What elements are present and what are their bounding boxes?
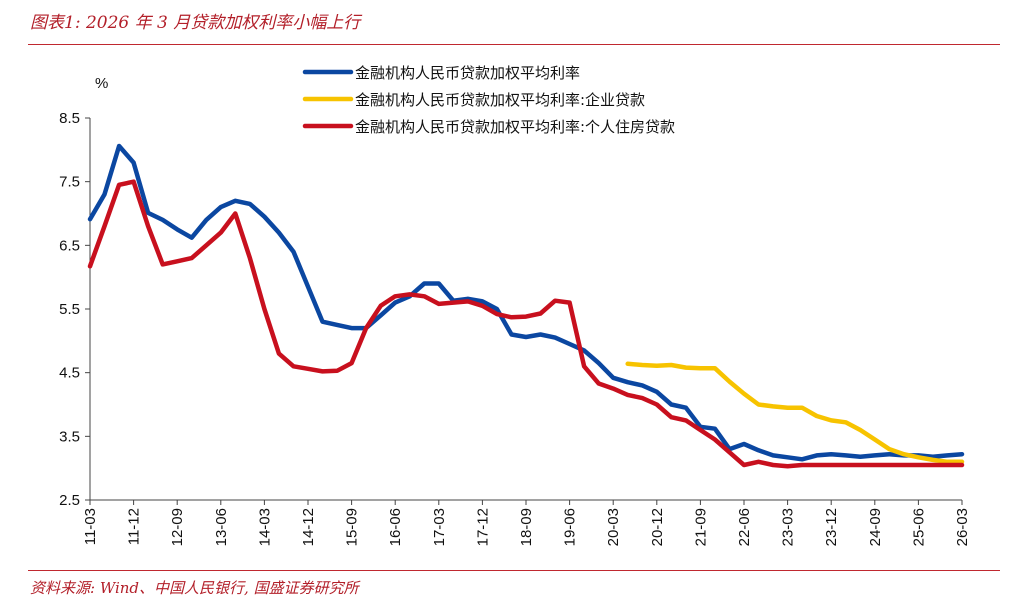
header-rule xyxy=(28,44,1000,45)
x-tick-label: 21-09 xyxy=(692,508,709,546)
x-tick-label: 23-03 xyxy=(780,508,797,546)
y-tick-label: 3.5 xyxy=(59,428,80,445)
x-axis: 11-03 11-12 12-09 13-06 14-03 14-12 15-09 16-06… xyxy=(82,499,971,546)
y-axis-unit-label: % xyxy=(95,75,108,92)
legend-label-3: 金融机构人民币贷款加权平均利率:个人住房贷款 xyxy=(355,118,675,136)
x-tick-label: 14-03 xyxy=(256,508,273,546)
x-tick-label: 23-12 xyxy=(823,508,840,546)
x-tick-label: 18-09 xyxy=(518,508,535,546)
y-tick-label: 2.5 xyxy=(59,492,80,509)
x-tick-label: 24-09 xyxy=(867,508,884,546)
series-line-1 xyxy=(87,143,965,462)
x-tick-label: 17-03 xyxy=(431,508,448,546)
series-line-2 xyxy=(625,361,965,465)
x-tick-label: 20-03 xyxy=(605,508,622,546)
x-tick-label: 26-03 xyxy=(954,508,971,546)
y-tick-label: 4.5 xyxy=(59,365,80,382)
footer-rule xyxy=(28,570,1000,571)
y-tick-label: 6.5 xyxy=(59,237,80,254)
series-line-3 xyxy=(87,179,965,469)
x-tick-label: 20-12 xyxy=(649,508,666,546)
y-tick-label: 7.5 xyxy=(59,174,80,191)
legend-label-2: 金融机构人民币贷款加权平均利率:企业贷款 xyxy=(355,91,645,109)
legend-label-1: 金融机构人民币贷款加权平均利率 xyxy=(355,64,580,82)
x-tick-label: 19-06 xyxy=(562,508,579,546)
y-tick-label: 5.5 xyxy=(59,301,80,318)
y-axis: 8.5 7.5 6.5 5.5 4.5 3.5 2.5 xyxy=(59,110,91,509)
legend: 金融机构人民币贷款加权平均利率金融机构人民币贷款加权平均利率:企业贷款金融机构人… xyxy=(302,64,675,136)
x-tick-label: 17-12 xyxy=(474,508,491,546)
x-tick-label: 25-06 xyxy=(910,508,927,546)
x-tick-label: 15-09 xyxy=(344,508,361,546)
source-note: 资料来源: Wind、中国人民银行, 国盛证券研究所 xyxy=(30,579,359,597)
series-lines xyxy=(87,143,965,469)
x-tick-label: 14-12 xyxy=(300,508,317,546)
x-tick-label: 11-03 xyxy=(82,508,99,545)
figure-title: 图表1: 2026 年 3 月贷款加权利率小幅上行 xyxy=(30,13,361,33)
x-tick-label: 12-09 xyxy=(169,508,186,546)
x-tick-label: 22-06 xyxy=(736,508,753,546)
x-tick-label: 16-06 xyxy=(387,508,404,546)
y-tick-label: 8.5 xyxy=(59,110,80,127)
x-tick-label: 11-12 xyxy=(126,508,143,545)
x-tick-label: 13-06 xyxy=(213,508,230,546)
